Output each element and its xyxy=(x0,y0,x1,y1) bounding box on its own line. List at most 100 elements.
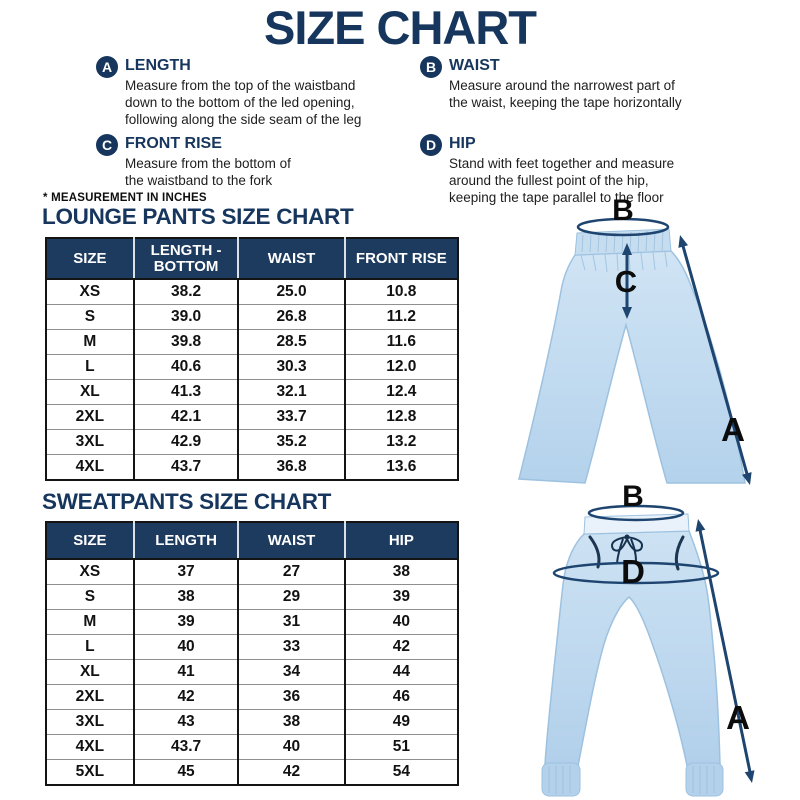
table-row: S 38 29 39 xyxy=(46,584,458,610)
definition-term: WAIST xyxy=(449,57,500,74)
table-header-row: SIZE LENGTH - BOTTOM WAIST FRONT RISE xyxy=(46,238,458,280)
size-cell: 25.0 xyxy=(237,279,345,305)
size-cell: 32.1 xyxy=(237,379,345,405)
size-cell: 31 xyxy=(237,609,345,635)
measurement-definitions: A LENGTH Measure from the top of the wai… xyxy=(96,56,756,206)
definition-term: FRONT RISE xyxy=(125,135,222,152)
size-cell: 40 xyxy=(132,634,239,660)
table-row: 4XL 43.7 36.8 13.6 xyxy=(46,454,458,480)
size-cell: 36.8 xyxy=(237,454,345,480)
definition-term: LENGTH xyxy=(125,57,191,74)
definition-hip: D HIP Stand with feet together and measu… xyxy=(420,134,756,206)
elastic-crinkles xyxy=(580,229,668,273)
size-cell: 38 xyxy=(237,709,345,735)
size-cell: 46 xyxy=(343,684,458,710)
table-row: S 39.0 26.8 11.2 xyxy=(46,304,458,330)
size-cell: 2XL xyxy=(46,404,134,430)
size-cell: 43.7 xyxy=(132,454,239,480)
definition-length: A LENGTH Measure from the top of the wai… xyxy=(96,56,420,128)
table-row: L 40.6 30.3 12.0 xyxy=(46,354,458,380)
size-cell: 4XL xyxy=(46,454,134,480)
size-cell: M xyxy=(46,609,134,635)
size-cell: 37 xyxy=(132,559,239,585)
size-cell: 27 xyxy=(237,559,345,585)
size-cell: 28.5 xyxy=(237,329,345,355)
waist-measure-label: B xyxy=(622,483,644,513)
table-row: 2XL 42 36 46 xyxy=(46,684,458,710)
size-cell: 29 xyxy=(237,584,345,610)
column-header: WAIST xyxy=(237,238,345,280)
definition-description: Measure from the bottom of the waistband… xyxy=(125,156,291,188)
column-header: LENGTH - BOTTOM xyxy=(132,238,239,280)
sweatpants-diagram: B D A xyxy=(541,483,755,797)
size-cell: 39.8 xyxy=(132,329,239,355)
size-cell: 49 xyxy=(343,709,458,735)
definition-description: Stand with feet together and measure aro… xyxy=(449,156,675,205)
size-cell: XS xyxy=(79,283,101,300)
table-header-row: SIZE LENGTH WAIST HIP xyxy=(46,522,458,560)
size-cell: 33 xyxy=(237,634,345,660)
waist-measure-label: B xyxy=(612,195,634,227)
lounge-chart-heading: LOUNGE PANTS SIZE CHART xyxy=(42,204,354,229)
size-cell: 33.7 xyxy=(237,404,345,430)
size-cell: XL xyxy=(46,659,134,685)
size-cell: 42 xyxy=(237,759,345,785)
size-cell: 51 xyxy=(343,734,458,760)
size-cell: 30.3 xyxy=(237,354,345,380)
size-cell: 42 xyxy=(132,684,239,710)
column-header: HIP xyxy=(343,522,458,560)
size-cell: 39 xyxy=(343,584,458,610)
letter-badge-a: A xyxy=(96,56,118,78)
size-cell: 12.8 xyxy=(343,404,458,430)
letter-badge-c: C xyxy=(96,134,118,156)
size-cell: 38 xyxy=(132,584,239,610)
drawstring xyxy=(611,534,643,564)
table-row: 5XL 45 42 54 xyxy=(46,759,458,785)
size-cell: 3XL xyxy=(46,709,134,735)
size-cell: 34 xyxy=(237,659,345,685)
size-cell: 43.7 xyxy=(132,734,239,760)
size-cell: 13.6 xyxy=(343,454,458,480)
page-title: SIZE CHART xyxy=(264,1,537,54)
table-row: 3XL 43 38 49 xyxy=(46,709,458,735)
size-cell: 42.1 xyxy=(132,404,239,430)
front-rise-arrow xyxy=(622,243,632,319)
size-cell: 40.6 xyxy=(132,354,239,380)
front-rise-measure-label: C xyxy=(615,264,637,299)
table-row: 4XL 43.7 40 51 xyxy=(46,734,458,760)
definition-description: Measure around the narrowest part of the… xyxy=(449,78,682,110)
sweatpants-illustration xyxy=(544,530,721,767)
size-cell: 40 xyxy=(343,609,458,635)
definition-front-rise: C FRONT RISE Measure from the bottom of … xyxy=(96,134,420,206)
size-cell: 26.8 xyxy=(237,304,345,330)
size-cell: 45 xyxy=(132,759,239,785)
length-measure-label: A xyxy=(721,411,745,448)
table-row: XS 37 27 38 xyxy=(46,559,458,585)
size-cell: 42.9 xyxy=(132,429,239,455)
size-cell: 40 xyxy=(237,734,345,760)
lounge-pants-diagram: B C A xyxy=(518,195,752,485)
sweatpants-chart-heading: SWEATPANTS SIZE CHART xyxy=(42,489,332,514)
size-cell: 3XL xyxy=(46,429,134,455)
length-measure-label: A xyxy=(726,699,750,736)
table-row: M 39 31 40 xyxy=(46,609,458,635)
table-row: XL 41.3 32.1 12.4 xyxy=(46,379,458,405)
size-cell: 35.2 xyxy=(237,429,345,455)
hip-ellipse xyxy=(552,561,720,585)
size-cell: 12.0 xyxy=(343,354,458,380)
column-header: WAIST xyxy=(237,522,345,560)
size-cell: M xyxy=(46,329,134,355)
table-row: M 39.8 28.5 11.6 xyxy=(46,329,458,355)
size-cell: 13.2 xyxy=(343,429,458,455)
lounge-size-table: SIZE LENGTH - BOTTOM WAIST FRONT RISE XS 38.… xyxy=(45,237,459,481)
length-arrow xyxy=(695,519,755,783)
size-cell: 4XL xyxy=(46,734,134,760)
definition-waist: B WAIST Measure around the narrowest par… xyxy=(420,56,756,128)
sweatpants-size-table: SIZE LENGTH WAIST HIP XS 37 27 38 S 38 29 39 M 39 31 4… xyxy=(45,521,459,786)
size-cell: 38.2 xyxy=(132,279,239,305)
measurement-note: * MEASUREMENT IN INCHES xyxy=(43,192,207,204)
length-arrow xyxy=(678,235,752,485)
size-cell: 11.2 xyxy=(343,304,458,330)
column-header: SIZE xyxy=(46,522,134,560)
